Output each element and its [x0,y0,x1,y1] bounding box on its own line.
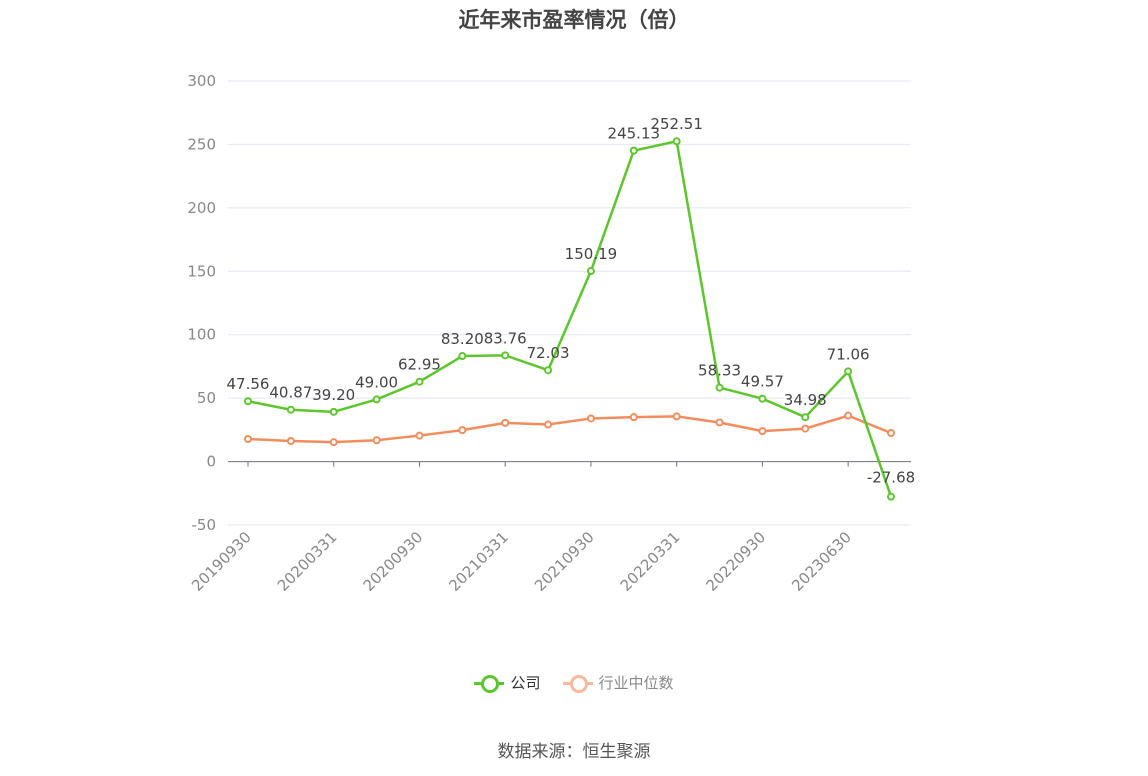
company-data-label: 72.03 [527,344,570,362]
y-tick-label: 250 [187,135,216,153]
company-data-label: 71.06 [827,345,870,363]
industry-point [844,411,853,420]
industry-point [544,420,553,429]
y-tick-label: 50 [197,389,216,407]
industry-point [758,427,767,436]
company-point [372,395,381,404]
company-data-label: 245.13 [608,125,661,143]
company-data-label: 252.51 [650,115,703,133]
legend-industry-label: 行业中位数 [598,674,674,692]
company-series-line [247,139,893,498]
industry-point [629,413,638,422]
company-point [544,366,553,375]
industry-series-line [247,414,892,444]
y-tick-label: 100 [187,326,216,344]
industry-point [244,434,252,443]
y-tick-label: 150 [187,262,216,280]
x-tick-label: 20200930 [360,528,427,595]
company-point [887,492,895,501]
company-point [715,383,724,392]
company-data-label: 49.00 [355,373,398,391]
x-tick-label: 20220331 [617,528,684,595]
company-point [458,352,467,361]
company-data-label: 150.19 [565,245,618,263]
industry-point [286,437,295,446]
legend-company-marker-icon [474,673,505,693]
company-point [629,146,638,155]
company-data-label: 40.87 [269,384,312,402]
company-data-label: 47.56 [227,375,270,393]
company-data-label: 34.98 [784,391,827,409]
company-point [329,407,338,416]
x-tick-label: 20230630 [788,528,855,595]
company-point [286,405,295,414]
x-tick-label: 20210331 [445,528,512,595]
company-point [758,394,767,403]
legend-industry-marker-icon [562,673,593,693]
y-tick-label: 300 [187,72,216,90]
industry-point [715,418,724,427]
company-point [801,413,810,422]
industry-point [415,431,424,440]
company-point [672,137,681,146]
industry-point [801,424,810,433]
company-data-label: 49.57 [741,373,784,391]
legend-company-label: 公司 [510,674,541,692]
y-tick-label: 0 [206,453,216,471]
y-tick-label: -50 [192,516,217,534]
legend: 公司 行业中位数 [0,672,1148,693]
company-data-label: -27.68 [867,469,915,487]
company-data-label: 58.33 [698,362,741,380]
industry-point [372,436,381,445]
chart-title: 近年来市盈率情况（倍） [458,8,690,32]
company-point [844,367,853,376]
x-tick-label: 20190930 [188,528,255,595]
industry-point [672,412,681,421]
x-tick-label: 20210930 [531,528,598,595]
data-source: 数据来源：恒生聚源 [497,742,651,762]
company-data-label: 83.20 [441,330,484,348]
legend-item-company[interactable]: 公司 [474,672,541,693]
industry-point [887,429,895,438]
legend-item-industry-median[interactable]: 行业中位数 [562,672,674,693]
y-tick-label: 200 [187,199,216,217]
industry-point [458,426,467,435]
industry-point [329,438,338,447]
company-point [244,397,252,406]
x-tick-label: 20220930 [703,528,770,595]
industry-point [586,414,595,423]
industry-point [501,418,510,427]
company-point [415,377,424,386]
company-data-label: 39.20 [312,386,355,404]
company-data-label: 62.95 [398,356,441,374]
company-point [586,267,595,276]
company-point [501,351,510,360]
company-data-label: 83.76 [484,329,527,347]
x-tick-label: 20200331 [274,528,341,595]
